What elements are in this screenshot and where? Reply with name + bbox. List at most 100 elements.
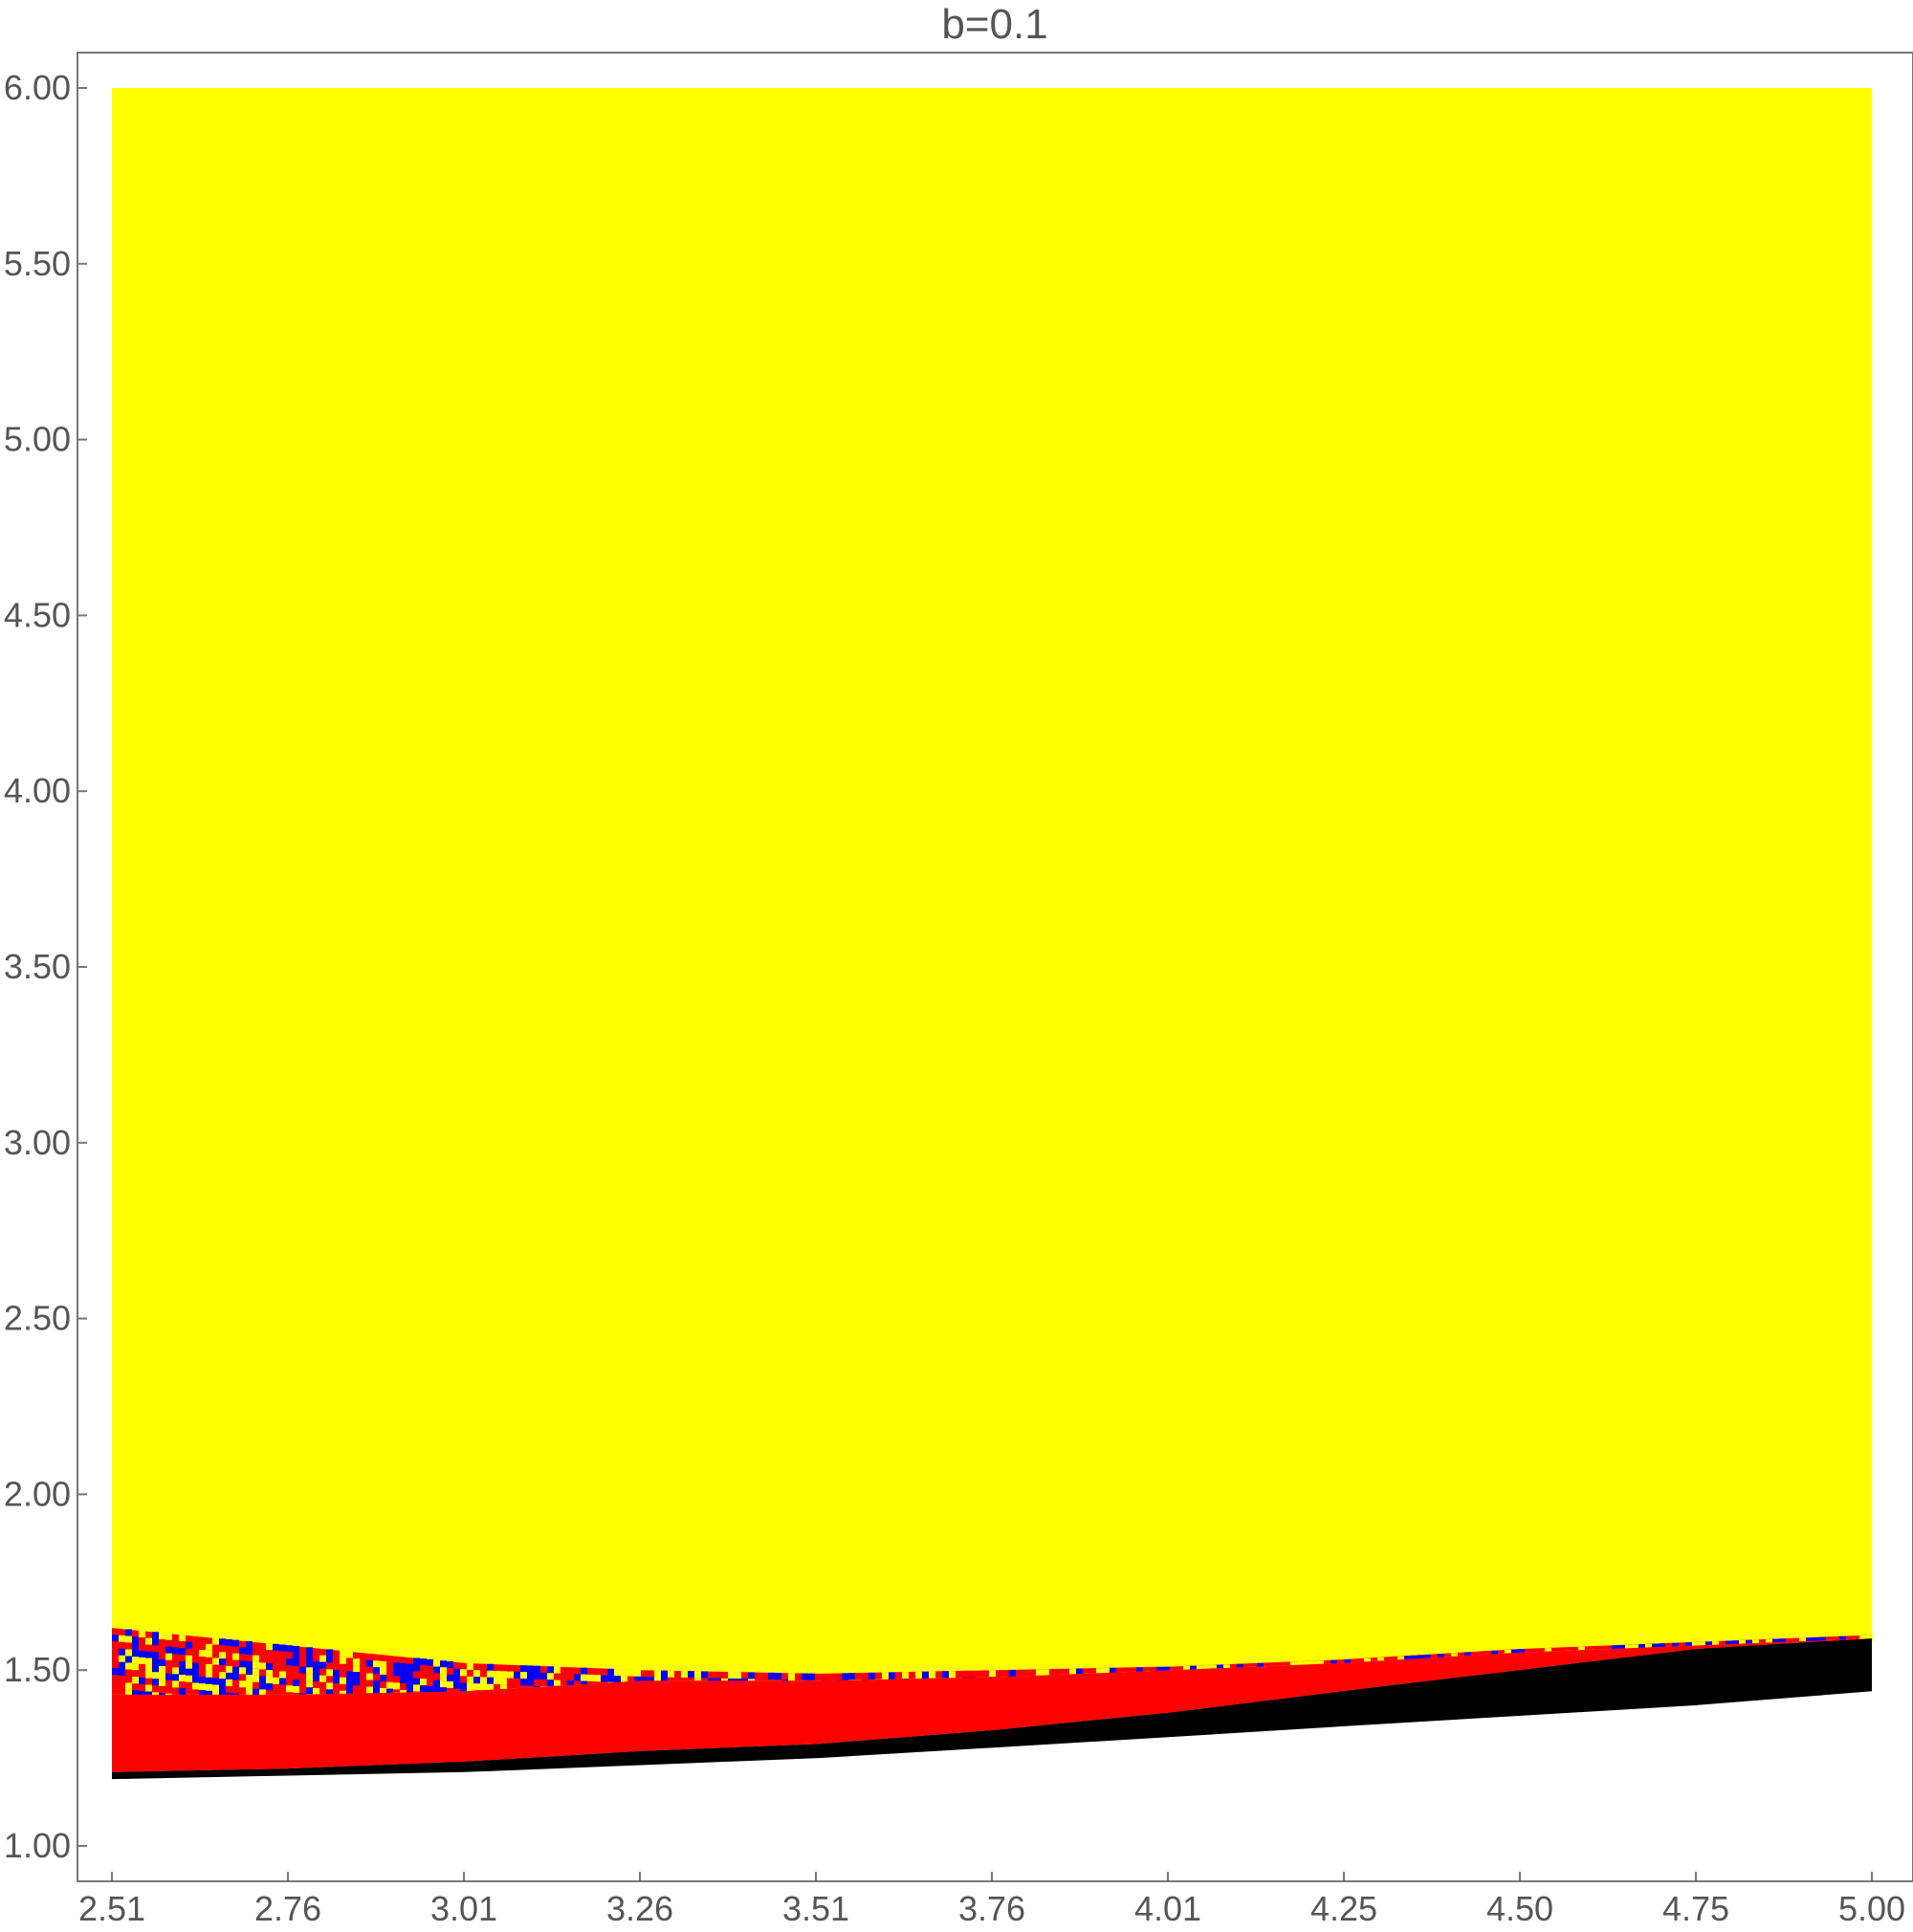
speckle-cell xyxy=(520,1679,527,1686)
speckle-cell xyxy=(1813,1636,1819,1644)
speckle-cell xyxy=(219,1679,226,1686)
speckle-cell xyxy=(547,1680,554,1687)
speckle-cell xyxy=(1692,1641,1699,1649)
speckle-cell xyxy=(306,1654,313,1661)
speckle-cell xyxy=(748,1672,755,1680)
speckle-cell xyxy=(1726,1640,1732,1648)
speckle-cell xyxy=(132,1677,139,1684)
speckle-cell xyxy=(440,1687,447,1695)
speckle-cell xyxy=(1257,1662,1264,1670)
speckle-cell xyxy=(587,1674,594,1681)
speckle-cell xyxy=(172,1680,179,1688)
speckle-cell xyxy=(1625,1644,1632,1652)
speckle-cell xyxy=(232,1673,239,1680)
speckle-cell xyxy=(701,1671,708,1679)
speckle-cell xyxy=(514,1671,520,1679)
y-tick-label: 6.00 xyxy=(4,68,71,107)
speckle-cell xyxy=(326,1689,333,1697)
speckle-cell xyxy=(1217,1664,1223,1672)
speckle-cell xyxy=(1652,1643,1659,1651)
speckle-cell xyxy=(293,1685,299,1693)
speckle-cell xyxy=(614,1676,621,1683)
speckle-cell xyxy=(219,1672,226,1680)
speckle-cell xyxy=(186,1641,192,1649)
speckle-cell xyxy=(634,1669,641,1677)
region-black xyxy=(112,1638,1872,1780)
speckle-cell xyxy=(192,1682,199,1690)
speckle-cell xyxy=(273,1643,279,1651)
speckle-cell xyxy=(286,1645,293,1653)
y-axis: 1.00 1.50 2.00 2.50 3.00 3.50 4.00 4.50 5.00 5.50… xyxy=(4,68,87,1865)
speckle-cell xyxy=(1156,1666,1163,1674)
speckle-cell xyxy=(480,1683,487,1691)
speckle-cell xyxy=(902,1672,909,1680)
speckle-cell xyxy=(848,1673,855,1680)
speckle-cell xyxy=(306,1667,313,1675)
speckle-cell xyxy=(179,1648,186,1656)
speckle-cell xyxy=(1705,1641,1712,1649)
speckle-cell xyxy=(212,1684,219,1692)
x-tick-label: 3.51 xyxy=(782,1889,849,1928)
speckle-cell xyxy=(212,1658,219,1665)
speckle-cell xyxy=(125,1636,132,1643)
speckle-cell xyxy=(299,1666,306,1674)
speckle-cell xyxy=(1518,1649,1525,1657)
speckle-cell xyxy=(152,1665,159,1673)
speckle-cell xyxy=(279,1671,286,1679)
speckle-cell xyxy=(219,1658,226,1666)
speckle-cell xyxy=(1096,1668,1103,1676)
speckle-cell xyxy=(453,1675,460,1682)
speckle-cell xyxy=(366,1673,373,1680)
speckle-cell xyxy=(125,1682,132,1690)
speckle-cell xyxy=(400,1677,407,1684)
speckle-cell xyxy=(319,1675,326,1682)
speckle-cell xyxy=(413,1658,420,1665)
speckle-cell xyxy=(192,1662,199,1670)
speckle-cell xyxy=(487,1663,494,1671)
speckle-cell xyxy=(520,1665,527,1673)
speckle-cell xyxy=(212,1678,219,1685)
speckle-cell xyxy=(507,1671,514,1679)
speckle-cell xyxy=(206,1643,212,1651)
speckle-cell xyxy=(353,1658,360,1666)
x-tick-label: 4.50 xyxy=(1486,1889,1553,1928)
speckle-cell xyxy=(487,1683,494,1691)
speckle-cell xyxy=(661,1677,668,1684)
speckle-cell xyxy=(1699,1641,1705,1649)
speckle-cell xyxy=(139,1677,145,1684)
region-red xyxy=(112,1638,1872,1772)
speckle-cell xyxy=(661,1670,668,1678)
speckle-cell xyxy=(500,1671,507,1679)
speckle-cell xyxy=(373,1660,380,1668)
speckle-cell xyxy=(259,1682,266,1690)
speckle-cell xyxy=(246,1661,253,1669)
speckle-cell xyxy=(159,1632,165,1639)
speckle-cell xyxy=(353,1679,360,1686)
speckle-cell xyxy=(206,1683,212,1691)
y-tick-label: 4.50 xyxy=(4,595,71,634)
speckle-cell xyxy=(125,1662,132,1670)
speckle-cell xyxy=(286,1685,293,1693)
speckle-cell xyxy=(239,1680,246,1688)
speckle-cell xyxy=(802,1673,808,1680)
speckle-cell xyxy=(186,1661,192,1669)
speckle-cell xyxy=(192,1676,199,1683)
speckle-cell xyxy=(112,1635,119,1642)
speckle-cell xyxy=(688,1671,694,1679)
speckle-cell xyxy=(413,1664,420,1672)
speckle-cell xyxy=(273,1677,279,1684)
speckle-cell xyxy=(232,1639,239,1647)
speckle-cell xyxy=(186,1675,192,1682)
speckle-cell xyxy=(1069,1668,1076,1676)
speckle-cell xyxy=(433,1686,440,1694)
speckle-cell xyxy=(915,1671,922,1679)
speckle-cell xyxy=(842,1673,848,1680)
speckle-cell xyxy=(179,1688,186,1696)
region-yellow xyxy=(112,88,1872,1674)
speckle-cell xyxy=(460,1682,467,1690)
speckle-cell xyxy=(119,1661,125,1669)
speckle-cell xyxy=(373,1687,380,1695)
speckle-cell xyxy=(152,1638,159,1646)
speckle-cell xyxy=(735,1672,741,1680)
speckle-cell xyxy=(594,1675,601,1682)
